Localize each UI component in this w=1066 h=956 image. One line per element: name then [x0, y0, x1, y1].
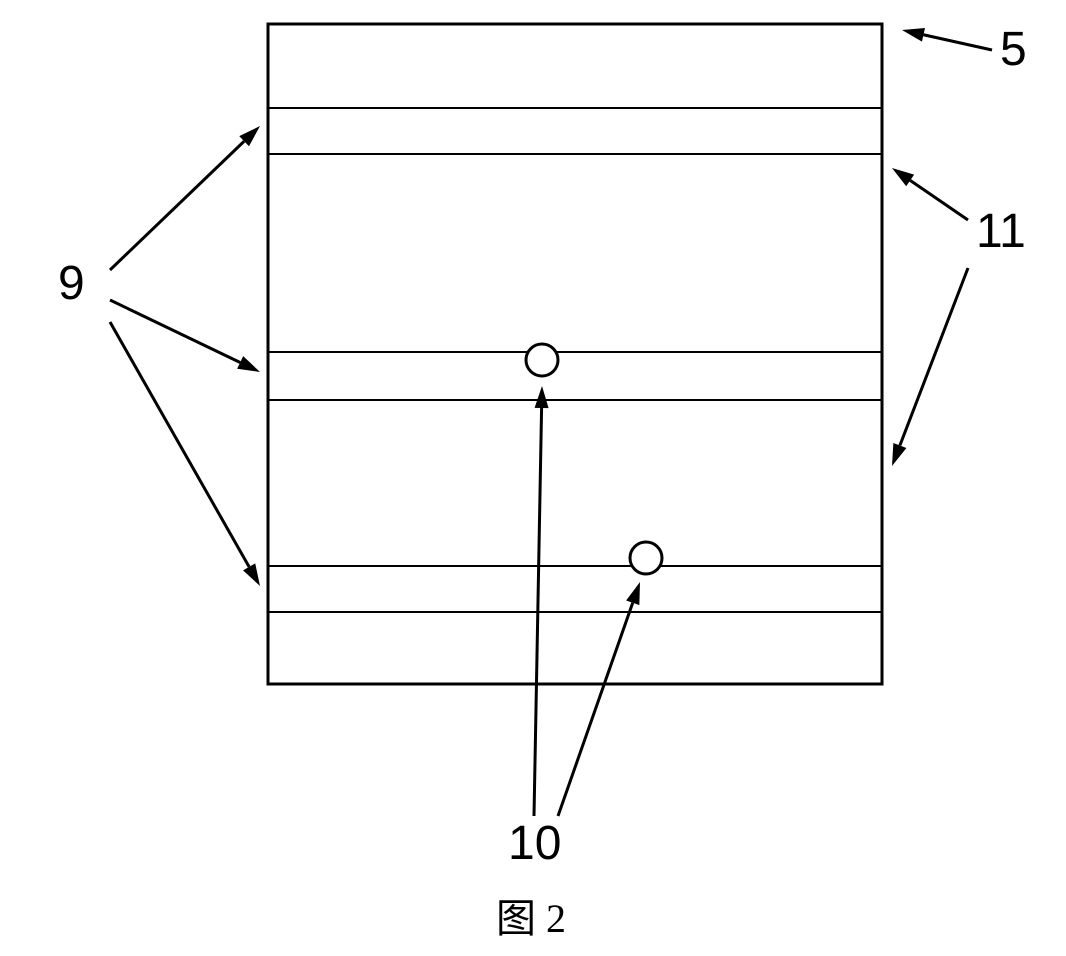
label-5: 5 [1000, 22, 1027, 77]
label-10: 10 [508, 816, 561, 871]
label-11: 11 [976, 204, 1026, 259]
technical-diagram: 5 9 10 11 图 2 [0, 0, 1066, 956]
figure-caption: 图 2 [496, 886, 566, 944]
label-9: 9 [58, 256, 85, 311]
diagram-svg [0, 0, 1066, 956]
